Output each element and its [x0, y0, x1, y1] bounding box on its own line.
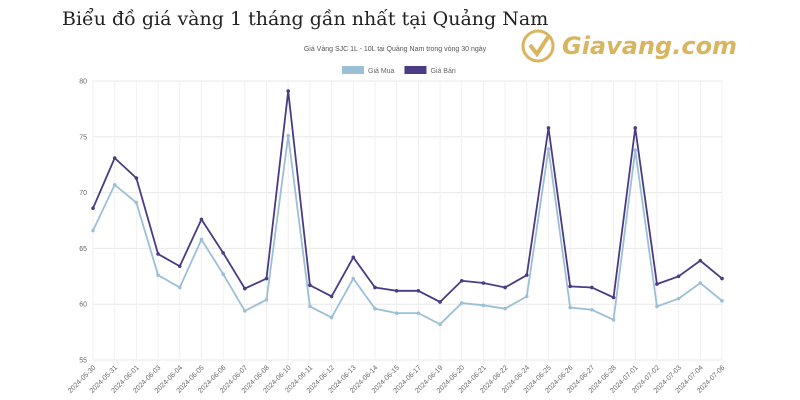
data-point [438, 322, 442, 327]
data-point [633, 148, 638, 152]
y-tick-label: 80 [79, 79, 87, 86]
series-line [92, 90, 723, 304]
data-point [351, 276, 356, 281]
legend-swatch [342, 66, 364, 74]
data-point [655, 282, 659, 286]
legend-label: Giá Bán [430, 68, 455, 75]
data-point [676, 274, 681, 279]
data-point [503, 306, 507, 311]
data-point [329, 315, 334, 320]
data-point [199, 237, 204, 242]
data-point [373, 285, 377, 290]
data-point [481, 303, 486, 308]
data-point [221, 272, 225, 276]
data-point [524, 294, 529, 299]
legend-label: Giá Mua [368, 68, 395, 75]
y-tick-label: 60 [79, 302, 87, 309]
data-point [308, 283, 312, 288]
data-point [676, 296, 681, 301]
data-point [568, 284, 572, 289]
data-point [156, 273, 160, 277]
data-point [134, 176, 139, 180]
data-point [91, 206, 95, 211]
y-tick-label: 65 [79, 246, 87, 253]
data-point [698, 281, 703, 285]
series-line [92, 135, 723, 326]
y-tick-label: 70 [79, 190, 87, 197]
data-point [459, 301, 464, 305]
data-point [177, 264, 182, 269]
data-point [720, 276, 724, 281]
data-point [221, 251, 225, 255]
data-point [134, 200, 139, 205]
data-point [438, 300, 442, 304]
data-point [611, 318, 616, 322]
data-point [264, 297, 269, 302]
data-point [199, 217, 204, 222]
logo-icon [521, 29, 555, 63]
data-point [243, 286, 247, 291]
data-point [112, 182, 117, 187]
data-point [655, 304, 659, 309]
data-point [243, 309, 247, 313]
data-point [329, 294, 334, 299]
data-point [590, 285, 594, 290]
data-point [264, 276, 269, 281]
data-point [590, 307, 594, 312]
data-point [286, 89, 291, 93]
data-point [351, 255, 356, 260]
data-point [481, 281, 486, 285]
data-point [416, 289, 421, 293]
chart-title: Giá Vàng SJC 1L - 10L tại Quảng Nam tron… [304, 46, 487, 53]
data-point [720, 299, 724, 303]
y-tick-label: 55 [79, 358, 87, 365]
data-point [91, 228, 95, 233]
data-point [394, 289, 399, 293]
data-point [546, 147, 551, 151]
data-point [568, 305, 572, 310]
data-point [698, 258, 703, 263]
data-point [308, 304, 312, 309]
data-point [286, 133, 291, 138]
y-tick-label: 75 [79, 134, 87, 141]
logo-text: Giavang.com [562, 32, 738, 60]
data-point [416, 311, 421, 315]
legend-swatch [404, 66, 427, 74]
data-point [394, 311, 399, 315]
data-point [524, 273, 529, 277]
data-point [177, 285, 182, 290]
page-heading: Biểu đồ giá vàng 1 tháng gần nhất tại Qu… [62, 8, 549, 30]
data-point [373, 306, 377, 311]
data-point [611, 295, 616, 300]
data-point [503, 285, 507, 290]
data-point [112, 156, 117, 160]
data-point [633, 126, 638, 130]
logo[interactable]: Giavang.com [520, 28, 737, 64]
data-point [546, 126, 551, 130]
data-point [459, 278, 464, 283]
data-point [156, 252, 160, 256]
